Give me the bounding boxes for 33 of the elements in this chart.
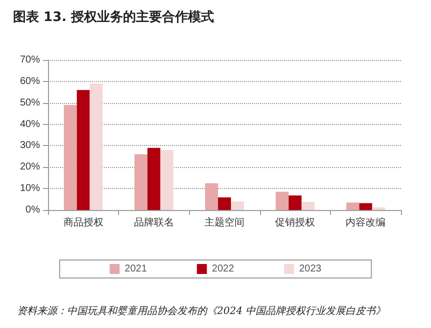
bar bbox=[147, 148, 160, 210]
bar bbox=[64, 105, 77, 210]
bar bbox=[76, 90, 90, 210]
bar bbox=[372, 207, 386, 210]
x-tick-label: 品牌联名 bbox=[134, 216, 174, 228]
bar bbox=[288, 195, 302, 210]
legend-label: 2022 bbox=[212, 264, 235, 274]
bar bbox=[346, 202, 360, 210]
x-tick-label: 促销授权 bbox=[275, 216, 316, 228]
x-tick-label: 商品授权 bbox=[63, 216, 104, 228]
y-tick-label: 40% bbox=[20, 118, 40, 130]
legend-label: 2023 bbox=[299, 264, 322, 274]
y-tick-label: 10% bbox=[20, 183, 40, 194]
x-tick-label: 主题空间 bbox=[204, 216, 244, 228]
x-tick-label: 内容改编 bbox=[346, 216, 386, 228]
y-tick-label: 20% bbox=[20, 162, 40, 173]
y-tick-label: 30% bbox=[20, 140, 40, 152]
bar bbox=[276, 192, 289, 210]
bar bbox=[160, 150, 174, 210]
bar bbox=[302, 202, 315, 210]
y-tick-label: 50% bbox=[20, 97, 40, 108]
legend-label: 2021 bbox=[124, 264, 148, 274]
bar bbox=[218, 197, 231, 210]
bar bbox=[205, 183, 218, 210]
bar bbox=[90, 84, 103, 210]
bar bbox=[134, 154, 148, 210]
bar bbox=[230, 201, 244, 210]
y-tick-label: 0% bbox=[26, 204, 40, 216]
y-tick-label: 60% bbox=[20, 76, 40, 87]
y-tick-label: 70% bbox=[20, 54, 40, 66]
text: 资料来源：中国玩具和婴童用品协会发布的《2024 中国品牌授权行业发展白皮书》 bbox=[17, 305, 386, 317]
chart-title: 图表 13. 授权业务的主要合作模式 bbox=[13, 9, 214, 25]
bar bbox=[359, 203, 372, 210]
